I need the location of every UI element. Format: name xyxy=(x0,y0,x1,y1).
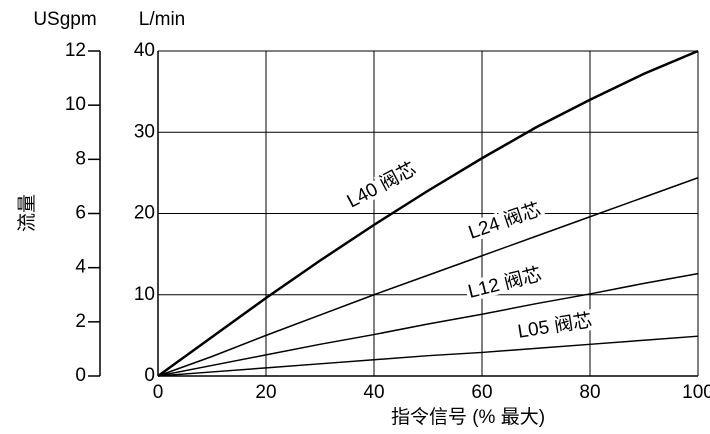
y-tick-label: 30 xyxy=(134,121,155,142)
y-axis-title: 流量 xyxy=(16,194,38,232)
series-line xyxy=(157,335,699,377)
y2-tick-label: 8 xyxy=(75,148,86,169)
x-tick-label: 40 xyxy=(363,382,384,403)
x-axis-title: 指令信号 (% 最大) xyxy=(391,406,545,428)
y-tick-label: 20 xyxy=(134,203,155,224)
y2-unit: USgpm xyxy=(33,9,96,30)
y-tick-label: 40 xyxy=(134,40,155,61)
y2-tick-label: 0 xyxy=(75,365,86,386)
x-tick-label: 100 xyxy=(682,382,710,403)
y2-tick-label: 10 xyxy=(65,94,86,115)
x-tick-label: 20 xyxy=(255,382,276,403)
y2-tick-label: 12 xyxy=(65,40,86,61)
y-unit: L/min xyxy=(139,9,185,30)
series-label: L12 阀芯 xyxy=(466,263,544,302)
series-line xyxy=(157,272,699,377)
series-label: L24 阀芯 xyxy=(466,198,544,243)
x-tick-label: 80 xyxy=(579,382,600,403)
x-tick-label: 60 xyxy=(471,382,492,403)
y-tick-label: 0 xyxy=(144,365,155,386)
series-line xyxy=(157,49,699,378)
y-tick-label: 10 xyxy=(134,284,155,305)
series-line xyxy=(157,177,699,377)
series-label: L05 阀芯 xyxy=(516,309,594,342)
x-tick-label: 0 xyxy=(153,382,164,403)
y2-tick-label: 4 xyxy=(75,257,86,278)
y2-tick-label: 6 xyxy=(75,203,86,224)
y2-tick-label: 2 xyxy=(75,311,86,332)
